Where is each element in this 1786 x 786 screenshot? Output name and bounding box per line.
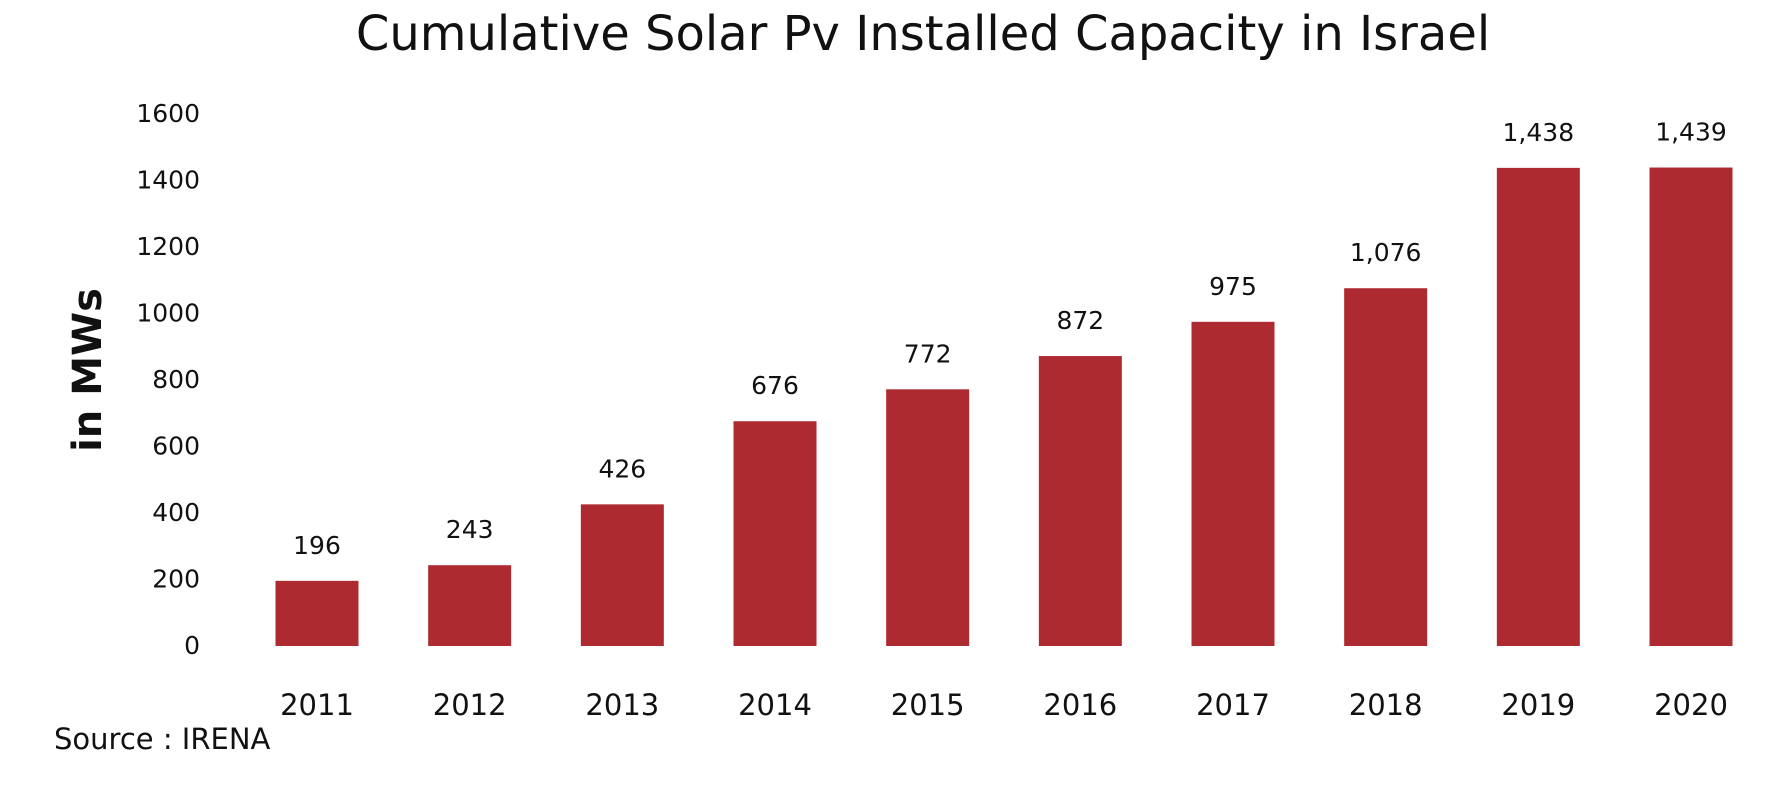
x-tick-label-2015: 2015 [891,688,965,722]
x-tick-label-2016: 2016 [1043,688,1117,722]
bar-2012 [428,565,512,646]
data-label-2014: 676 [751,371,799,400]
data-label-2016: 872 [1056,306,1104,335]
y-tick-label: 1000 [136,299,200,328]
y-tick-label: 1200 [136,232,200,261]
bar-2018 [1344,288,1428,646]
x-tick-label-2019: 2019 [1501,688,1575,722]
y-tick-label: 1600 [136,99,200,128]
bar-2017 [1191,321,1275,646]
bar-2015 [886,389,970,646]
bar-data-labels: 196 243 426 676 772 872 975 1,076 1,438 1,439 [293,118,1727,560]
chart-title: Cumulative Solar Pv Installed Capacity i… [356,6,1490,62]
y-tick-label: 1400 [136,166,200,195]
data-label-2019: 1,438 [1503,118,1575,147]
data-label-2013: 426 [598,454,646,483]
bar-2014 [733,421,817,646]
data-label-2012: 243 [446,515,494,544]
y-axis-label: in MWs [65,288,111,452]
data-label-2020: 1,439 [1655,118,1727,147]
source-note: Source : IRENA [54,722,271,756]
x-tick-label-2018: 2018 [1349,688,1423,722]
x-tick-label-2013: 2013 [585,688,659,722]
bar-series [275,167,1733,647]
x-tick-label-2020: 2020 [1654,688,1728,722]
bar-2013 [580,504,664,646]
bar-2019 [1496,167,1580,647]
bar-2016 [1038,356,1122,646]
data-label-2018: 1,076 [1350,238,1422,267]
x-tick-label-2017: 2017 [1196,688,1270,722]
y-tick-label: 600 [152,432,200,461]
x-axis-ticks: 2011 2012 2013 2014 2015 2016 2017 2018 2019 2020 [280,688,1728,722]
bar-2020 [1649,167,1733,646]
y-tick-label: 800 [152,365,200,394]
data-label-2015: 772 [904,339,952,368]
x-tick-label-2014: 2014 [738,688,812,722]
y-axis-ticks: 0 200 400 600 800 1000 1200 1400 1600 [136,99,200,660]
y-tick-label: 0 [184,631,200,660]
bar-2011 [275,580,359,646]
y-tick-label: 200 [152,565,200,594]
x-tick-label-2011: 2011 [280,688,354,722]
data-label-2017: 975 [1209,272,1257,301]
x-tick-label-2012: 2012 [433,688,507,722]
data-label-2011: 196 [293,531,341,560]
y-tick-label: 400 [152,498,200,527]
